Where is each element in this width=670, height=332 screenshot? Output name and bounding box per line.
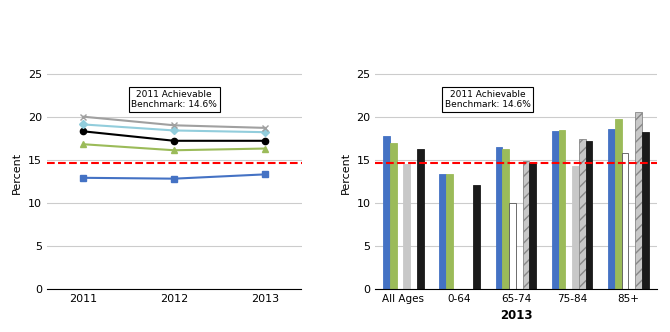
Text: 2011 Achievable
Benchmark: 14.6%: 2011 Achievable Benchmark: 14.6% — [445, 90, 531, 109]
Bar — [552, 131, 559, 289]
Bar — [572, 166, 579, 289]
X-axis label: 2013: 2013 — [500, 309, 532, 322]
Bar — [529, 163, 536, 289]
Text: 2011 Achievable
Benchmark: 14.6%: 2011 Achievable Benchmark: 14.6% — [131, 90, 217, 109]
Bar — [523, 161, 529, 289]
Bar — [403, 164, 410, 289]
Bar — [579, 139, 586, 289]
Bar — [383, 136, 390, 289]
Bar — [642, 132, 649, 289]
Bar — [417, 149, 423, 289]
Bar — [559, 129, 565, 289]
Bar — [473, 185, 480, 289]
Bar — [496, 147, 502, 289]
Bar — [446, 174, 453, 289]
Bar — [608, 129, 615, 289]
Y-axis label: Percent: Percent — [12, 152, 22, 194]
Bar — [622, 153, 628, 289]
Bar — [502, 149, 509, 289]
Bar — [615, 119, 622, 289]
Bar — [635, 113, 642, 289]
Y-axis label: Percent: Percent — [340, 152, 350, 194]
Bar — [509, 203, 516, 289]
Bar — [390, 142, 397, 289]
Bar — [586, 141, 592, 289]
Bar — [440, 174, 446, 289]
